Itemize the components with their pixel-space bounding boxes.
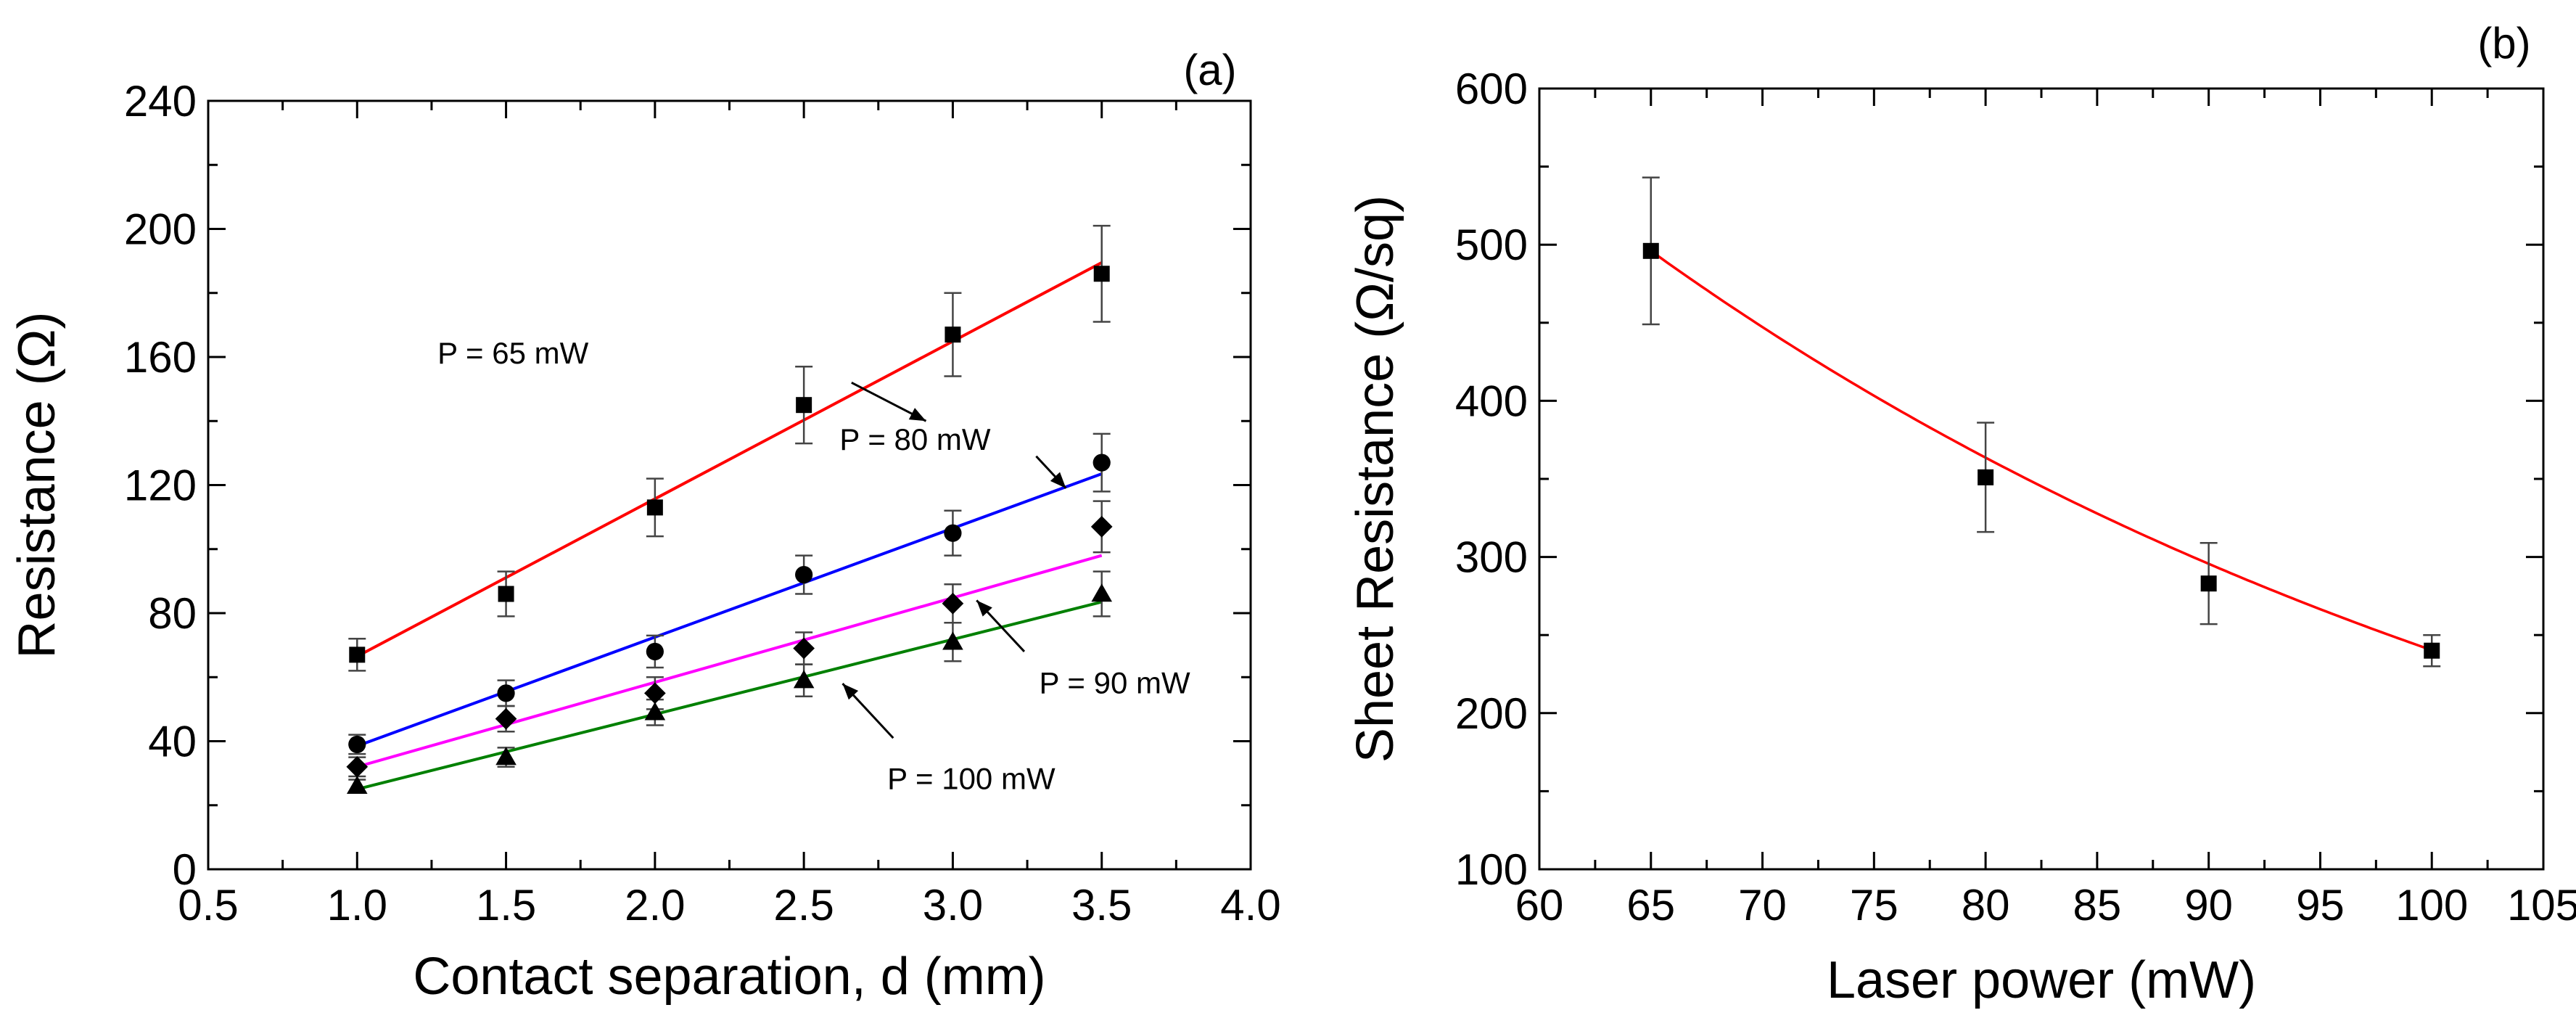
data-point-p-90-mw-3 (793, 637, 815, 660)
data-point-p-65-mw-4 (945, 327, 961, 343)
panel-b-x-axis-title: Laser power (mW) (1827, 951, 2256, 1009)
panel-b-error-bars (1642, 176, 2441, 668)
fit-line-p-90-mw (356, 554, 1103, 768)
data-point-p-80-mw-3 (795, 565, 813, 584)
annotation-p90: P = 90 mW (1039, 665, 1190, 699)
annotation-arrow-3 (841, 683, 894, 739)
data-point-sheet-1 (1978, 469, 1994, 485)
y-tick-label-0: 0 (173, 845, 197, 894)
y-tick-label-600: 600 (1455, 65, 1528, 113)
y-tick-label-240: 240 (124, 77, 197, 126)
x-tick-label-4-0: 4.0 (1220, 881, 1280, 929)
panel-a-frame (207, 99, 1252, 871)
data-point-p-100-mw-2 (644, 702, 666, 721)
x-tick-label-85: 85 (2073, 881, 2122, 929)
x-tick-label-1-0: 1.0 (327, 881, 387, 929)
panel-a-ticks (207, 99, 1252, 871)
annotation-p80: P = 80 mW (839, 422, 990, 456)
panel-b-frame (1538, 87, 2545, 871)
data-point-p-90-mw-2 (644, 682, 666, 705)
y-tick-label-400: 400 (1455, 377, 1528, 425)
y-tick-label-500: 500 (1455, 221, 1528, 269)
chart-panel-b: 60 65 70 75 80 85 90 95 100 105 100 200 300 400 500 60… (1346, 19, 2576, 1009)
data-point-sheet-2 (2200, 575, 2217, 592)
panel-b-fit-curve (1650, 250, 2432, 652)
annotation-p65: P = 65 mW (437, 336, 588, 370)
data-point-p-100-mw-4 (942, 631, 963, 650)
data-point-p-65-mw-3 (796, 397, 812, 414)
panel-a-x-tick-labels: 0.5 1.0 1.5 2.0 2.5 3.0 3.5 4.0 (178, 881, 1280, 929)
panel-b-ticks (1538, 87, 2545, 871)
panel-a-fit-lines (356, 261, 1103, 791)
data-point-p-65-mw-0 (349, 647, 366, 663)
panel-a-y-tick-labels: 0 40 80 120 160 200 240 (124, 77, 197, 894)
y-tick-label-300: 300 (1455, 533, 1528, 582)
x-tick-label-80: 80 (1962, 881, 2010, 929)
annotation-arrow-1 (1035, 455, 1067, 489)
data-point-p-100-mw-3 (793, 670, 815, 689)
data-point-p-65-mw-2 (646, 499, 663, 516)
fit-line-p-100-mw (356, 600, 1103, 791)
y-tick-label-40: 40 (148, 718, 197, 766)
x-tick-label-1-5: 1.5 (476, 881, 536, 929)
panel-b-y-axis-title: Sheet Resistance (Ω/sq) (1346, 195, 1404, 763)
data-point-p-80-mw-5 (1092, 454, 1111, 472)
y-tick-label-100: 100 (1455, 845, 1528, 894)
y-tick-label-160: 160 (124, 333, 197, 382)
data-point-p-100-mw-0 (346, 775, 368, 794)
x-tick-label-100: 100 (2395, 881, 2468, 929)
panel-a-y-axis-title: Resistance (Ω) (8, 312, 66, 659)
x-tick-label-105: 105 (2507, 881, 2576, 929)
panel-b-x-tick-labels: 60 65 70 75 80 85 90 95 100 105 (1515, 881, 2576, 929)
data-point-p-65-mw-5 (1093, 266, 1110, 282)
data-point-p-90-mw-1 (495, 707, 517, 730)
data-point-p-80-mw-2 (646, 642, 664, 661)
panel-b-data-points (1642, 242, 2440, 659)
x-tick-label-0-5: 0.5 (178, 881, 238, 929)
data-point-p-100-mw-1 (495, 747, 517, 766)
annotation-arrow-0 (851, 381, 927, 422)
x-tick-label-65: 65 (1626, 881, 1675, 929)
data-point-sheet-0 (1642, 242, 1659, 259)
x-tick-label-3-5: 3.5 (1071, 881, 1132, 929)
x-tick-label-75: 75 (1850, 881, 1898, 929)
chart-panel-a: 0.5 1.0 1.5 2.0 2.5 3.0 3.5 4.0 0 40 80 120 160 200 2… (8, 46, 1281, 1006)
y-tick-label-200: 200 (1455, 689, 1528, 738)
x-tick-label-70: 70 (1738, 881, 1787, 929)
panel-b-label: (b) (2477, 19, 2530, 67)
data-point-p-80-mw-0 (348, 735, 366, 754)
panel-b-y-tick-labels: 100 200 300 400 500 600 (1455, 65, 1528, 894)
data-point-p-80-mw-4 (944, 524, 962, 542)
panel-a-label: (a) (1183, 46, 1236, 94)
x-tick-label-3-0: 3.0 (923, 881, 983, 929)
y-tick-label-200: 200 (124, 205, 197, 254)
data-point-p-90-mw-4 (942, 592, 964, 615)
x-tick-label-2-0: 2.0 (625, 881, 685, 929)
fit-line-p-80-mw (356, 472, 1103, 747)
data-point-p-90-mw-0 (346, 755, 369, 778)
data-point-p-90-mw-5 (1090, 516, 1113, 538)
annotation-p100: P = 100 mW (887, 762, 1055, 796)
panel-a-annotation-arrows (841, 381, 1067, 739)
x-tick-label-95: 95 (2296, 881, 2345, 929)
y-tick-label-120: 120 (124, 461, 197, 510)
annotation-arrow-2 (976, 599, 1026, 652)
fit-line-p-65-mw (356, 261, 1103, 658)
data-point-p-80-mw-1 (497, 684, 515, 702)
data-point-sheet-3 (2424, 642, 2440, 659)
panel-a-data-points (346, 266, 1113, 794)
y-tick-label-80: 80 (148, 589, 197, 638)
x-tick-label-2-5: 2.5 (773, 881, 834, 929)
panel-a-x-axis-title: Contact separation, d (mm) (413, 948, 1045, 1006)
data-point-p-100-mw-5 (1091, 583, 1113, 602)
x-tick-label-90: 90 (2184, 881, 2233, 929)
x-tick-label-60: 60 (1515, 881, 1564, 929)
data-point-p-65-mw-1 (498, 586, 514, 602)
